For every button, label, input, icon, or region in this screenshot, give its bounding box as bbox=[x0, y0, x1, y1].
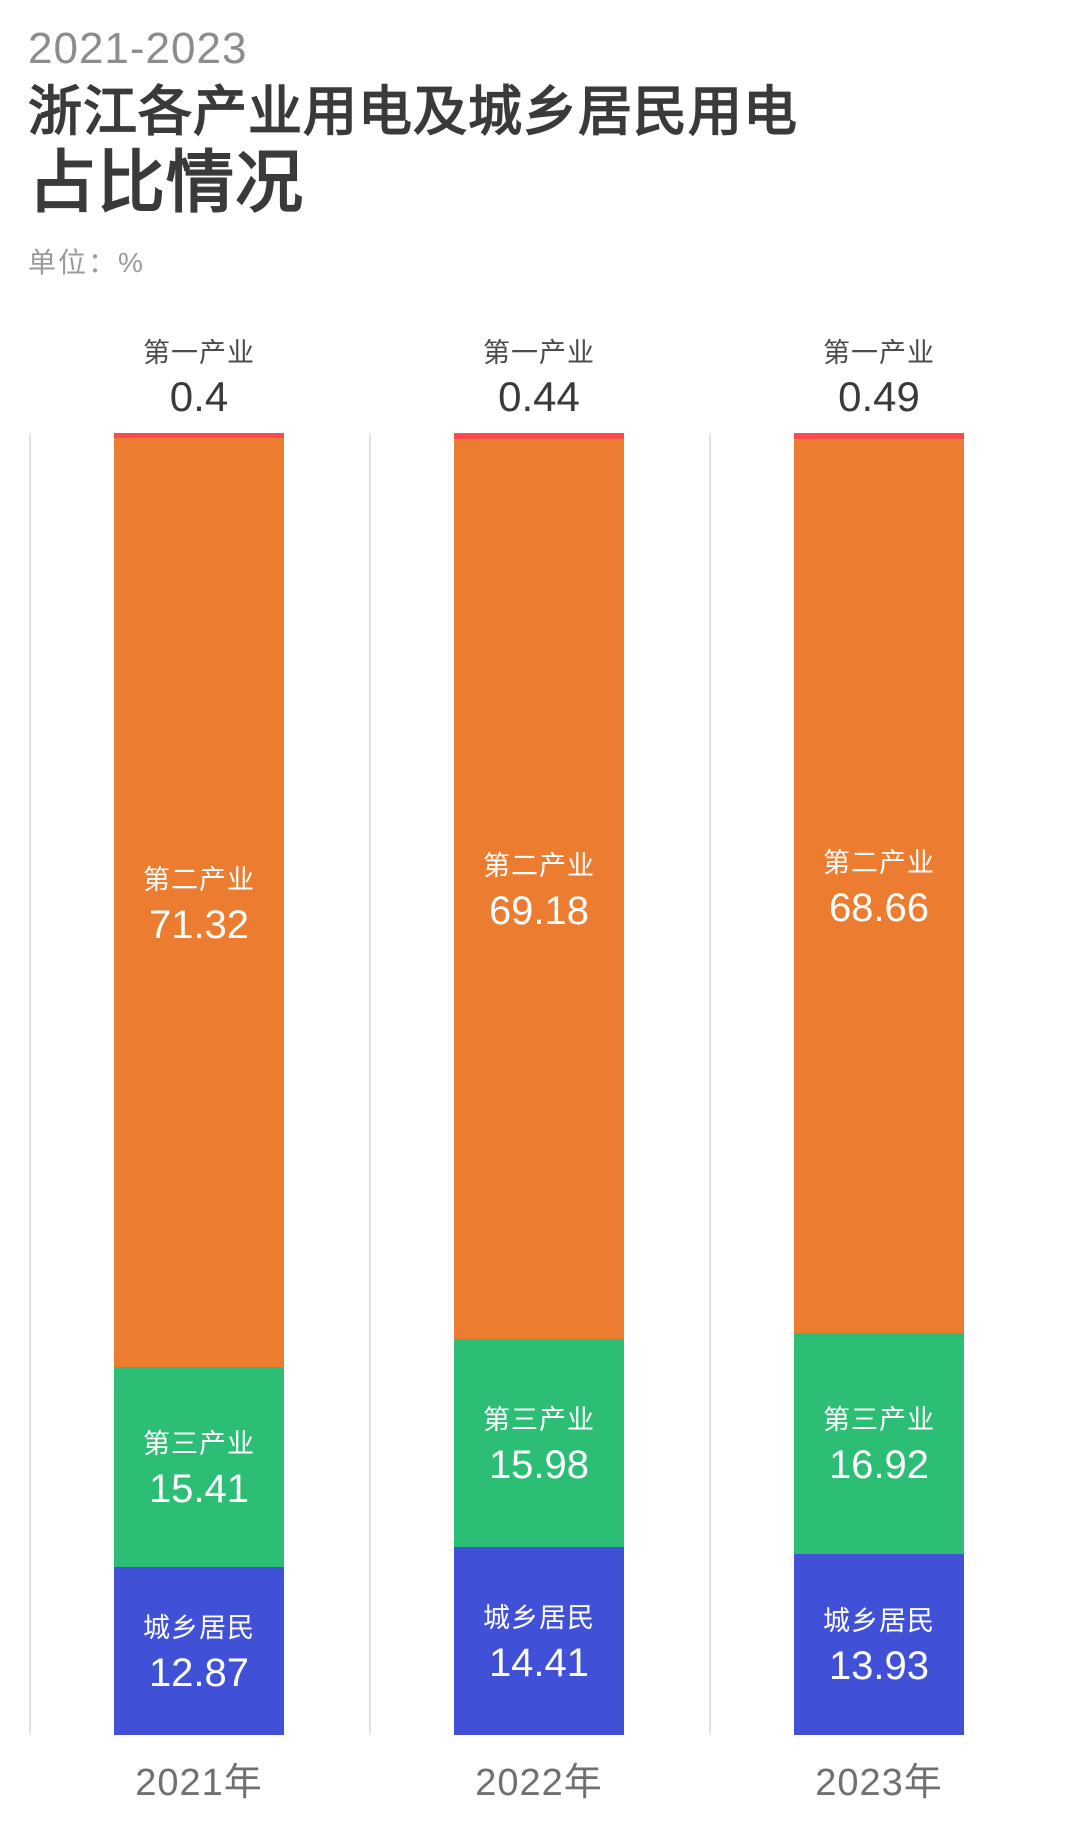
chart-panel-2021: 第一产业 0.4 第二产业 71.32 第三产业 15.41 城乡居民 12.8… bbox=[29, 295, 369, 1806]
series-value-label: 0.49 bbox=[838, 373, 920, 420]
stacked-bar: 第二产业 68.66 第三产业 16.92 城乡居民 13.93 bbox=[794, 433, 964, 1735]
series-value-label: 0.44 bbox=[498, 373, 580, 420]
segment-first-industry bbox=[794, 433, 964, 440]
year-label: 2022年 bbox=[475, 1762, 603, 1804]
segment-second-industry: 第二产业 69.18 bbox=[454, 438, 624, 1340]
segment-residents: 城乡居民 12.87 bbox=[114, 1567, 284, 1735]
segment-value-label: 68.66 bbox=[828, 886, 930, 931]
segment-name-label: 城乡居民 bbox=[143, 1613, 255, 1644]
header: 2021-2023 浙江各产业用电及城乡居民用电 占比情况 单位：% bbox=[0, 0, 1080, 281]
segment-name-label: 城乡居民 bbox=[483, 1603, 595, 1634]
year-label: 2021年 bbox=[135, 1762, 263, 1804]
segment-value-label: 12.87 bbox=[148, 1651, 250, 1696]
segment-third-industry: 第三产业 15.98 bbox=[454, 1339, 624, 1548]
period-label: 2021-2023 bbox=[28, 24, 248, 73]
first-industry-annotation: 第一产业 0.4 bbox=[143, 295, 255, 433]
chart-panel-2022: 第一产业 0.44 第二产业 69.18 第三产业 15.98 城乡居民 14.… bbox=[369, 295, 709, 1806]
y-axis-line bbox=[709, 433, 711, 1735]
series-name-label: 第一产业 bbox=[483, 338, 595, 368]
segment-third-industry: 第三产业 16.92 bbox=[794, 1333, 964, 1554]
series-name-label: 第一产业 bbox=[823, 338, 935, 368]
segment-name-label: 第二产业 bbox=[483, 851, 595, 882]
stacked-bar: 第二产业 71.32 第三产业 15.41 城乡居民 12.87 bbox=[114, 433, 284, 1735]
segment-name-label: 第三产业 bbox=[483, 1405, 595, 1436]
segment-name-label: 第二产业 bbox=[823, 848, 935, 879]
series-value-label: 0.4 bbox=[169, 373, 229, 420]
segment-value-label: 14.41 bbox=[488, 1641, 590, 1686]
segment-value-label: 69.18 bbox=[488, 889, 590, 934]
segment-name-label: 第三产业 bbox=[143, 1429, 255, 1460]
segment-value-label: 13.93 bbox=[828, 1644, 930, 1689]
chart-panel-2023: 第一产业 0.49 第二产业 68.66 第三产业 16.92 城乡居民 13.… bbox=[709, 295, 1049, 1806]
segment-second-industry: 第二产业 68.66 bbox=[794, 439, 964, 1334]
segment-first-industry bbox=[114, 433, 284, 439]
series-name-label: 第一产业 bbox=[143, 338, 255, 368]
first-industry-annotation: 第一产业 0.49 bbox=[823, 295, 935, 433]
stacked-bar: 第二产业 69.18 第三产业 15.98 城乡居民 14.41 bbox=[454, 433, 624, 1735]
segment-value-label: 15.41 bbox=[148, 1467, 250, 1512]
first-industry-annotation: 第一产业 0.44 bbox=[483, 295, 595, 433]
segment-third-industry: 第三产业 15.41 bbox=[114, 1366, 284, 1568]
segment-second-industry: 第二产业 71.32 bbox=[114, 438, 284, 1367]
unit-label: 单位：% bbox=[28, 247, 145, 279]
y-axis-line bbox=[29, 433, 31, 1735]
segment-value-label: 15.98 bbox=[488, 1443, 590, 1488]
y-axis-line bbox=[369, 433, 371, 1735]
segment-name-label: 第三产业 bbox=[823, 1405, 935, 1436]
segment-name-label: 第二产业 bbox=[143, 864, 255, 895]
segment-name-label: 城乡居民 bbox=[823, 1606, 935, 1637]
year-label: 2023年 bbox=[815, 1762, 943, 1804]
segment-first-industry bbox=[454, 433, 624, 439]
page-title-line-2: 占比情况 bbox=[28, 145, 305, 222]
stacked-bar-chart: 第一产业 0.4 第二产业 71.32 第三产业 15.41 城乡居民 12.8… bbox=[29, 295, 1049, 1806]
segment-value-label: 16.92 bbox=[828, 1443, 930, 1488]
page-title-line-1: 浙江各产业用电及城乡居民用电 bbox=[28, 82, 798, 143]
segment-residents: 城乡居民 13.93 bbox=[794, 1553, 964, 1735]
segment-residents: 城乡居民 14.41 bbox=[454, 1547, 624, 1735]
segment-value-label: 71.32 bbox=[148, 902, 250, 947]
